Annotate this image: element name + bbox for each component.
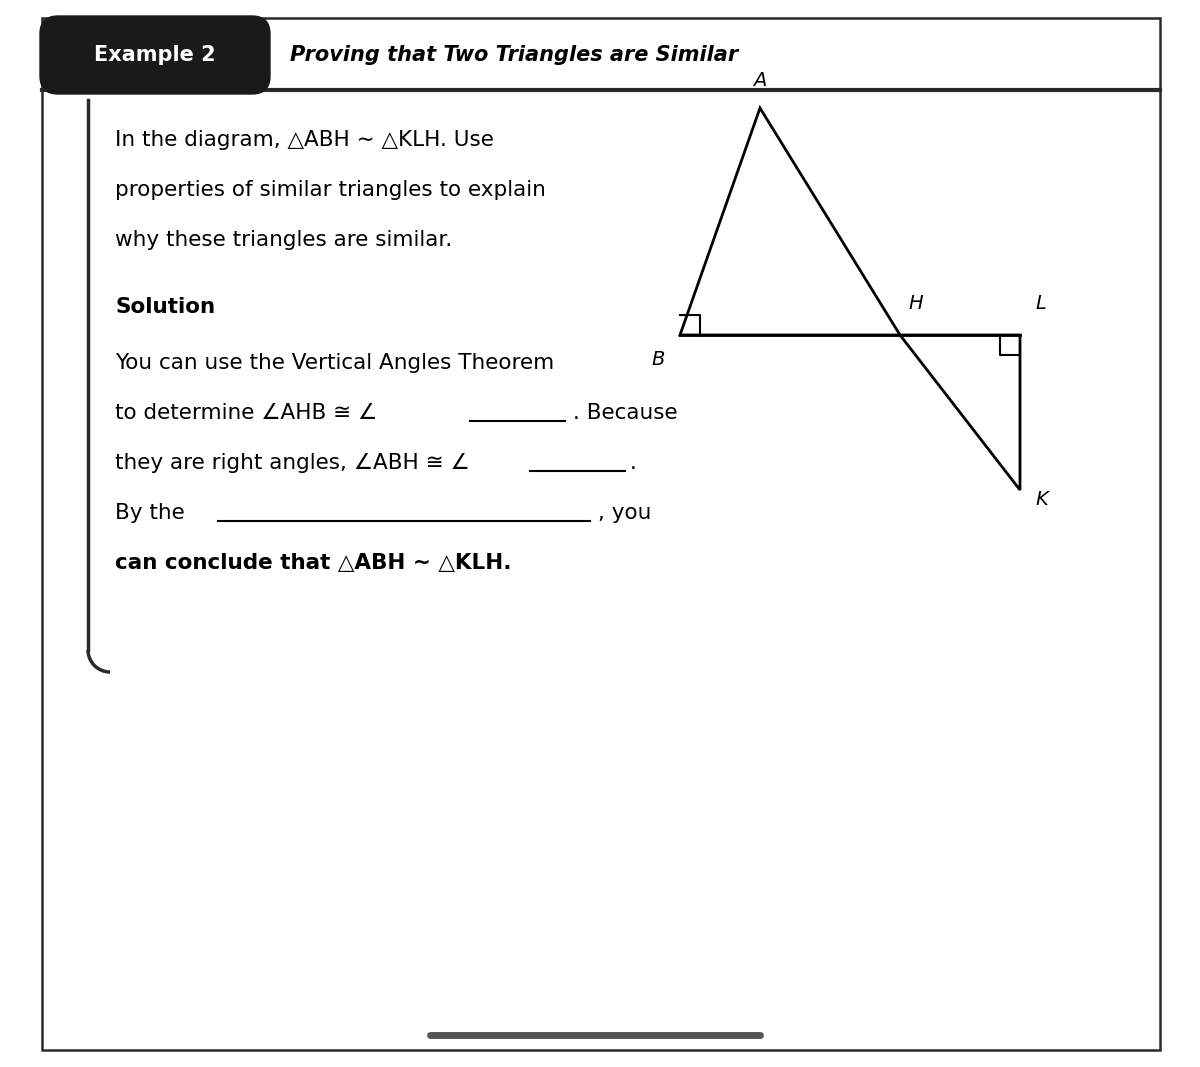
Text: why these triangles are similar.: why these triangles are similar. [115, 230, 452, 250]
Text: H: H [908, 294, 923, 313]
Text: You can use the Vertical Angles Theorem: You can use the Vertical Angles Theorem [115, 353, 554, 373]
Text: properties of similar triangles to explain: properties of similar triangles to expla… [115, 180, 546, 200]
Text: Proving that Two Triangles are Similar: Proving that Two Triangles are Similar [290, 45, 738, 65]
Text: In the diagram, △ABH ∼ △KLH. Use: In the diagram, △ABH ∼ △KLH. Use [115, 130, 494, 150]
FancyBboxPatch shape [40, 16, 270, 94]
Text: Example 2: Example 2 [94, 45, 216, 65]
Text: Solution: Solution [115, 297, 215, 317]
Text: B: B [652, 350, 665, 369]
Text: K: K [1036, 491, 1048, 510]
Text: . Because: . Because [574, 403, 678, 423]
Text: .: . [630, 453, 637, 473]
Text: , you: , you [598, 503, 652, 523]
Text: they are right angles, ∠ABH ≅ ∠: they are right angles, ∠ABH ≅ ∠ [115, 453, 469, 473]
Text: By the: By the [115, 503, 185, 523]
Text: L: L [1036, 294, 1046, 313]
Text: can conclude that △ABH ∼ △KLH.: can conclude that △ABH ∼ △KLH. [115, 553, 511, 573]
Text: to determine ∠AHB ≅ ∠: to determine ∠AHB ≅ ∠ [115, 403, 377, 423]
Text: A: A [754, 71, 767, 90]
